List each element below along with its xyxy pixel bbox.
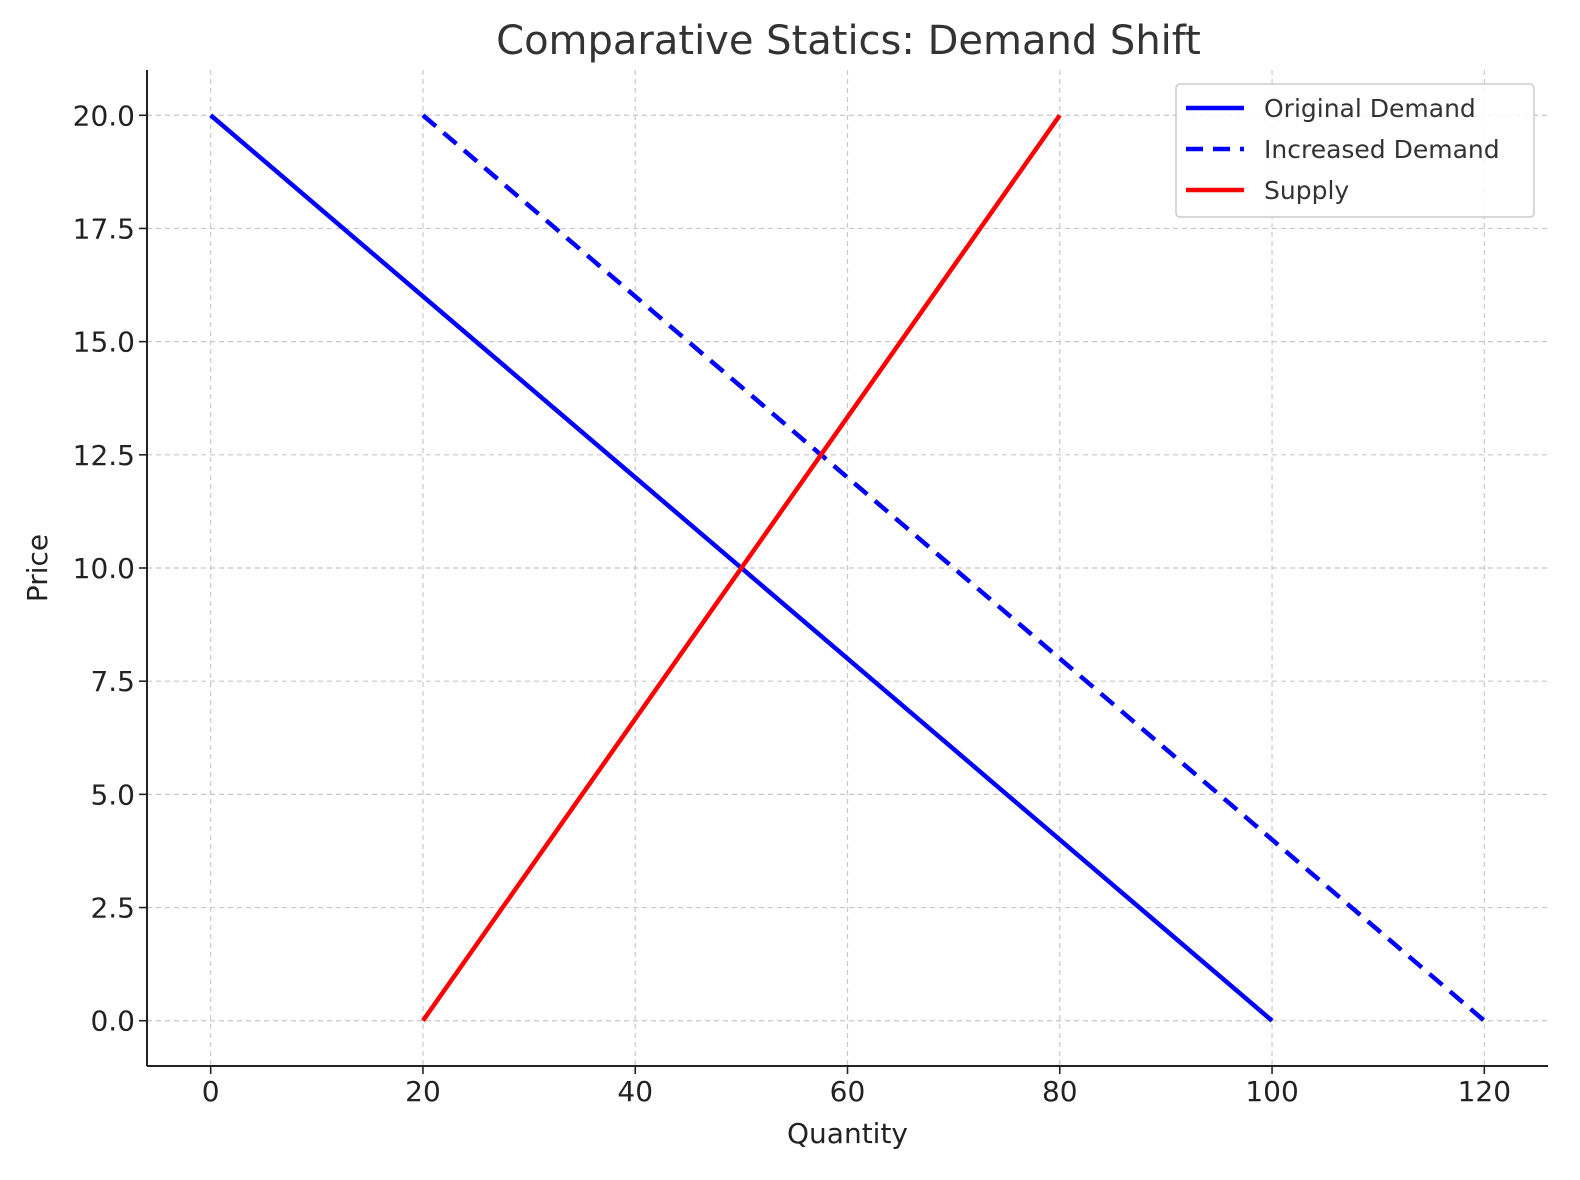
legend-box [1175, 83, 1535, 218]
y-axis-ticks: 0.0 2.5 5.0 7.5 10.0 12.5 15.0 17.5 20.0 [73, 99, 147, 1038]
y-tick-label: 15.0 [73, 326, 135, 359]
y-tick-label: 12.5 [73, 439, 135, 472]
x-tick-label: 40 [617, 1075, 653, 1108]
y-tick-label: 2.5 [90, 892, 135, 925]
y-tick-label: 17.5 [73, 212, 135, 245]
x-axis-ticks: 0 20 40 60 80 100 120 [202, 1066, 1511, 1108]
series-line-2 [421, 113, 1062, 1023]
y-tick-label: 0.0 [90, 1005, 135, 1038]
legend-label: Original Demand [1264, 94, 1476, 123]
legend-label: Supply [1264, 176, 1349, 205]
y-axis-label: Price [21, 534, 54, 602]
series-line-1 [421, 113, 1486, 1023]
chart-title: Comparative Statics: Demand Shift [496, 18, 1201, 64]
series-lines [209, 113, 1486, 1023]
x-axis-label: Quantity [787, 1117, 908, 1150]
legend: Original Demand Increased Demand Supply [1175, 83, 1535, 218]
x-tick-label: 120 [1458, 1075, 1511, 1108]
x-tick-label: 100 [1245, 1075, 1298, 1108]
grid [147, 70, 1548, 1066]
x-tick-label: 0 [202, 1075, 220, 1108]
legend-label: Increased Demand [1264, 135, 1500, 164]
x-tick-label: 60 [830, 1075, 866, 1108]
y-tick-label: 10.0 [73, 552, 135, 585]
y-tick-label: 5.0 [90, 778, 135, 811]
x-tick-label: 80 [1042, 1075, 1078, 1108]
x-tick-label: 20 [405, 1075, 441, 1108]
y-tick-label: 7.5 [90, 665, 135, 698]
y-tick-label: 20.0 [73, 99, 135, 132]
